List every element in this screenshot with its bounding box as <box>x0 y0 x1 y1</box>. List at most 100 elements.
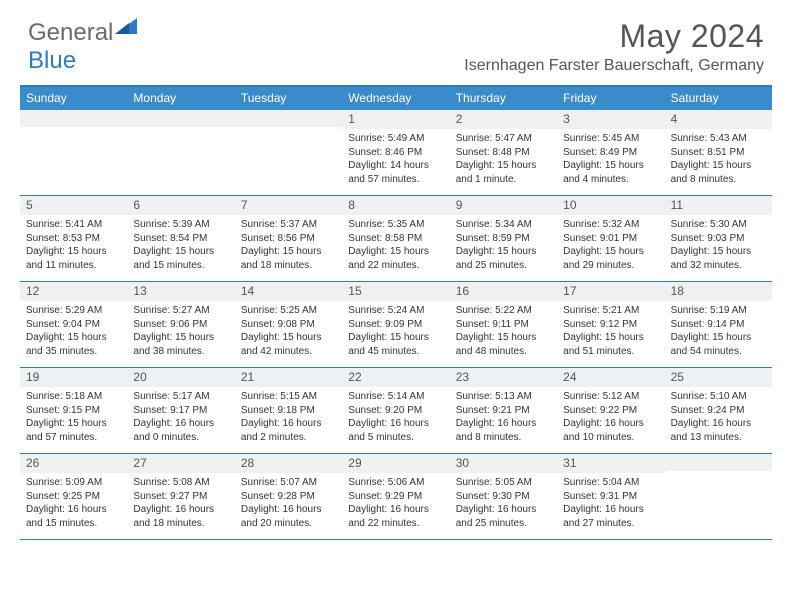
day-content: Sunrise: 5:13 AMSunset: 9:21 PMDaylight:… <box>450 387 557 447</box>
daylight-text: and 18 minutes. <box>241 259 336 273</box>
sunrise-text: Sunrise: 5:39 AM <box>133 218 228 232</box>
day-cell: 18Sunrise: 5:19 AMSunset: 9:14 PMDayligh… <box>665 282 772 367</box>
day-content: Sunrise: 5:08 AMSunset: 9:27 PMDaylight:… <box>127 473 234 533</box>
day-number <box>20 110 127 127</box>
day-cell: 9Sunrise: 5:34 AMSunset: 8:59 PMDaylight… <box>450 196 557 281</box>
daylight-text: and 8 minutes. <box>456 431 551 445</box>
day-number: 2 <box>450 110 557 129</box>
day-cell: 28Sunrise: 5:07 AMSunset: 9:28 PMDayligh… <box>235 454 342 539</box>
day-content: Sunrise: 5:18 AMSunset: 9:15 PMDaylight:… <box>20 387 127 447</box>
sunrise-text: Sunrise: 5:41 AM <box>26 218 121 232</box>
daylight-text: Daylight: 16 hours <box>241 417 336 431</box>
weekday-header: Tuesday <box>235 87 342 110</box>
sunset-text: Sunset: 9:08 PM <box>241 318 336 332</box>
month-title: May 2024 <box>464 18 764 55</box>
sunset-text: Sunset: 9:01 PM <box>563 232 658 246</box>
calendar: SundayMondayTuesdayWednesdayThursdayFrid… <box>20 85 772 540</box>
day-content: Sunrise: 5:41 AMSunset: 8:53 PMDaylight:… <box>20 215 127 275</box>
daylight-text: Daylight: 16 hours <box>133 503 228 517</box>
day-number: 10 <box>557 196 664 215</box>
day-cell: 10Sunrise: 5:32 AMSunset: 9:01 PMDayligh… <box>557 196 664 281</box>
sunset-text: Sunset: 9:27 PM <box>133 490 228 504</box>
sunrise-text: Sunrise: 5:32 AM <box>563 218 658 232</box>
daylight-text: Daylight: 15 hours <box>671 245 766 259</box>
daylight-text: Daylight: 15 hours <box>133 245 228 259</box>
day-cell: 16Sunrise: 5:22 AMSunset: 9:11 PMDayligh… <box>450 282 557 367</box>
sunrise-text: Sunrise: 5:19 AM <box>671 304 766 318</box>
daylight-text: and 4 minutes. <box>563 173 658 187</box>
daylight-text: Daylight: 16 hours <box>133 417 228 431</box>
day-content: Sunrise: 5:35 AMSunset: 8:58 PMDaylight:… <box>342 215 449 275</box>
sunrise-text: Sunrise: 5:45 AM <box>563 132 658 146</box>
day-number: 12 <box>20 282 127 301</box>
daylight-text: Daylight: 15 hours <box>133 331 228 345</box>
day-content: Sunrise: 5:32 AMSunset: 9:01 PMDaylight:… <box>557 215 664 275</box>
day-content: Sunrise: 5:15 AMSunset: 9:18 PMDaylight:… <box>235 387 342 447</box>
daylight-text: and 57 minutes. <box>26 431 121 445</box>
day-content: Sunrise: 5:49 AMSunset: 8:46 PMDaylight:… <box>342 129 449 189</box>
day-number <box>665 454 772 471</box>
day-cell: 12Sunrise: 5:29 AMSunset: 9:04 PMDayligh… <box>20 282 127 367</box>
sunset-text: Sunset: 9:09 PM <box>348 318 443 332</box>
daylight-text: and 57 minutes. <box>348 173 443 187</box>
day-content: Sunrise: 5:07 AMSunset: 9:28 PMDaylight:… <box>235 473 342 533</box>
sunset-text: Sunset: 8:54 PM <box>133 232 228 246</box>
day-cell: 25Sunrise: 5:10 AMSunset: 9:24 PMDayligh… <box>665 368 772 453</box>
sunset-text: Sunset: 9:25 PM <box>26 490 121 504</box>
day-cell: 8Sunrise: 5:35 AMSunset: 8:58 PMDaylight… <box>342 196 449 281</box>
sunrise-text: Sunrise: 5:37 AM <box>241 218 336 232</box>
day-content: Sunrise: 5:45 AMSunset: 8:49 PMDaylight:… <box>557 129 664 189</box>
daylight-text: Daylight: 16 hours <box>456 503 551 517</box>
weekday-header: Sunday <box>20 87 127 110</box>
day-cell: 5Sunrise: 5:41 AMSunset: 8:53 PMDaylight… <box>20 196 127 281</box>
day-cell: 6Sunrise: 5:39 AMSunset: 8:54 PMDaylight… <box>127 196 234 281</box>
daylight-text: Daylight: 15 hours <box>563 245 658 259</box>
day-cell: 2Sunrise: 5:47 AMSunset: 8:48 PMDaylight… <box>450 110 557 195</box>
day-content: Sunrise: 5:06 AMSunset: 9:29 PMDaylight:… <box>342 473 449 533</box>
weekday-header: Monday <box>127 87 234 110</box>
daylight-text: Daylight: 16 hours <box>671 417 766 431</box>
day-content: Sunrise: 5:21 AMSunset: 9:12 PMDaylight:… <box>557 301 664 361</box>
sunrise-text: Sunrise: 5:07 AM <box>241 476 336 490</box>
sunset-text: Sunset: 9:29 PM <box>348 490 443 504</box>
day-content: Sunrise: 5:19 AMSunset: 9:14 PMDaylight:… <box>665 301 772 361</box>
sunrise-text: Sunrise: 5:21 AM <box>563 304 658 318</box>
day-content: Sunrise: 5:29 AMSunset: 9:04 PMDaylight:… <box>20 301 127 361</box>
daylight-text: and 22 minutes. <box>348 517 443 531</box>
sunrise-text: Sunrise: 5:29 AM <box>26 304 121 318</box>
day-number: 26 <box>20 454 127 473</box>
daylight-text: Daylight: 15 hours <box>456 331 551 345</box>
day-content: Sunrise: 5:34 AMSunset: 8:59 PMDaylight:… <box>450 215 557 275</box>
weekday-header: Thursday <box>450 87 557 110</box>
sunset-text: Sunset: 9:17 PM <box>133 404 228 418</box>
day-number <box>235 110 342 127</box>
daylight-text: and 8 minutes. <box>671 173 766 187</box>
daylight-text: Daylight: 15 hours <box>671 159 766 173</box>
sunset-text: Sunset: 8:56 PM <box>241 232 336 246</box>
week-row: 19Sunrise: 5:18 AMSunset: 9:15 PMDayligh… <box>20 368 772 454</box>
day-number: 22 <box>342 368 449 387</box>
daylight-text: Daylight: 16 hours <box>563 417 658 431</box>
day-cell <box>127 110 234 195</box>
daylight-text: Daylight: 16 hours <box>241 503 336 517</box>
daylight-text: and 22 minutes. <box>348 259 443 273</box>
day-cell: 14Sunrise: 5:25 AMSunset: 9:08 PMDayligh… <box>235 282 342 367</box>
daylight-text: and 0 minutes. <box>133 431 228 445</box>
day-content: Sunrise: 5:47 AMSunset: 8:48 PMDaylight:… <box>450 129 557 189</box>
sunset-text: Sunset: 9:06 PM <box>133 318 228 332</box>
day-cell: 22Sunrise: 5:14 AMSunset: 9:20 PMDayligh… <box>342 368 449 453</box>
day-number: 3 <box>557 110 664 129</box>
day-number: 7 <box>235 196 342 215</box>
day-content: Sunrise: 5:04 AMSunset: 9:31 PMDaylight:… <box>557 473 664 533</box>
day-cell: 17Sunrise: 5:21 AMSunset: 9:12 PMDayligh… <box>557 282 664 367</box>
sunrise-text: Sunrise: 5:22 AM <box>456 304 551 318</box>
day-cell: 21Sunrise: 5:15 AMSunset: 9:18 PMDayligh… <box>235 368 342 453</box>
day-number: 20 <box>127 368 234 387</box>
day-cell: 30Sunrise: 5:05 AMSunset: 9:30 PMDayligh… <box>450 454 557 539</box>
daylight-text: and 35 minutes. <box>26 345 121 359</box>
sunset-text: Sunset: 8:46 PM <box>348 146 443 160</box>
daylight-text: and 48 minutes. <box>456 345 551 359</box>
sunrise-text: Sunrise: 5:15 AM <box>241 390 336 404</box>
sunset-text: Sunset: 8:49 PM <box>563 146 658 160</box>
sunrise-text: Sunrise: 5:27 AM <box>133 304 228 318</box>
